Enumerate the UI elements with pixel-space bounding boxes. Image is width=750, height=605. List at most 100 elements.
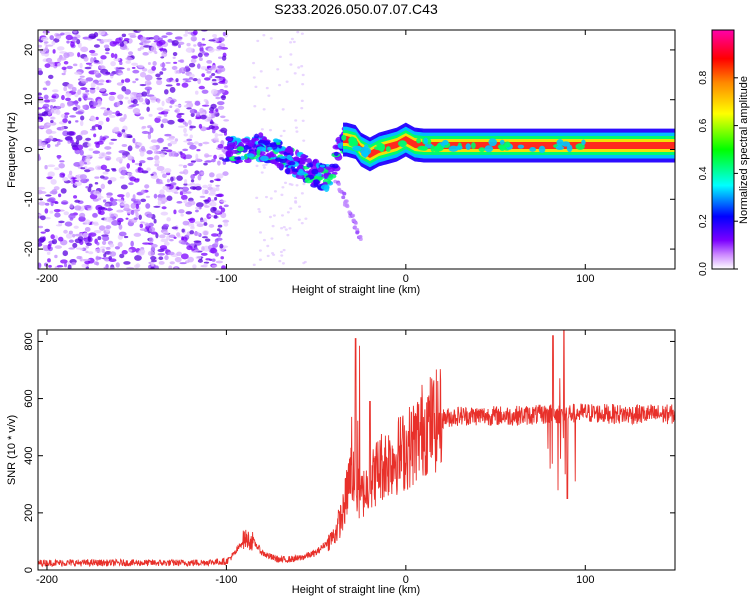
spectrogram-noise-blob [65,92,72,97]
spectrogram-noise-blob [63,211,70,216]
spectrogram-noise-blob [173,209,177,215]
spectrogram-noise-blob [193,249,199,252]
spectrogram-noise-blob [203,263,208,268]
spectrogram-noise-blob [107,207,112,212]
spectrogram-ridge-blob [323,172,329,179]
spectrogram-noise-blob [256,39,260,43]
spectrogram-noise-blob [197,259,203,263]
spectrogram-ridge-blob [293,156,300,162]
spectrogram-noise-blob [90,82,96,88]
spectrogram-noise-blob [123,132,127,139]
spectrogram-noise-blob [131,62,138,66]
spectrogram-noise-blob [223,222,229,227]
spectrogram-noise-blob [58,220,65,224]
spectrogram-noise-blob [162,223,170,228]
spectrogram-noise-blob [173,236,177,240]
colorbar: 0.0 0.2 0.4 0.6 0.8 Normalized spectral ampl… [698,29,750,276]
spectrogram-noise-blob [100,107,106,110]
spectrogram-noise-blob [183,199,188,204]
spectrogram-noise-blob [182,78,190,81]
spectrogram-noise-blob [69,203,74,209]
spectrogram-noise-blob [104,203,110,207]
spectrogram-noise-blob [204,238,211,242]
spectrogram-noise-blob [74,238,83,244]
spectrogram-noise-blob [116,209,122,213]
spectrogram-noise-blob [42,87,48,91]
spectrogram-noise-blob [119,253,125,259]
spectrogram-noise-blob [72,63,78,67]
spectrogram-noise-blob [196,202,204,208]
spectrogram-noise-blob [162,173,167,179]
spectrogram-noise-blob [155,144,161,150]
spectrogram-noise-blob [278,55,282,59]
spectrogram-noise-blob [172,52,178,57]
spectrogram-noise-blob [58,162,65,169]
spectrogram-noise-blob [262,108,266,111]
spectrogram-noise-blob [115,156,124,163]
spectrogram-noise-blob [155,181,164,185]
spectrogram-noise-blob [198,142,203,147]
spectrogram-noise-blob [144,98,149,104]
colorbar-frame [711,29,735,270]
spectrogram-noise-blob [88,33,97,39]
snr-y-label: SNR (10 * v/v) [6,415,18,485]
spectrogram-ridge-blob [240,155,246,161]
spectrogram-noise-blob [44,63,51,68]
spectrogram-ridge-blob [285,167,291,175]
spectrogram-noise-blob [136,95,141,101]
spectrogram-noise-blob [280,214,284,217]
spectrogram-noise-blob [79,174,88,180]
spectrogram-noise-blob [153,205,161,208]
spectrogram-noise-blob [272,214,276,217]
spectrogram-noise-blob [111,168,117,172]
spectrogram-noise-blob [216,89,225,94]
spectrogram-noise-blob [188,62,196,68]
spectrogram-noise-blob [122,155,127,159]
spectrogram-noise-blob [132,194,136,200]
spectrogram-noise-blob [47,171,55,178]
spectrogram-noise-blob [217,105,225,110]
spectrogram-noise-blob [209,75,213,79]
spectrogram-noise-blob [184,100,193,104]
spectrogram-noise-blob [47,244,51,250]
spectrogram-noise-blob [254,85,258,89]
spectrogram-noise-blob [212,207,217,211]
spectrogram-noise-blob [207,47,215,53]
spectrogram-noise-blob [144,74,153,81]
spectrogram-noise-blob [71,261,77,266]
spectrogram-noise-blob [98,79,105,83]
spectrogram-noise-blob [170,151,177,157]
spectrogram-noise-blob [120,166,126,171]
spectrogram-noise-blob [44,217,51,220]
spectrogram-noise-blob [215,108,219,112]
spectrogram-noise-blob [98,30,106,36]
spectrogram-noise-blob [223,204,229,208]
spectrogram-noise-blob [45,57,53,63]
spectrogram-noise-blob [217,143,224,149]
spectrogram-noise-blob [68,213,76,219]
spectrogram-noise-blob [105,151,112,155]
spectrogram-noise-blob [72,242,78,248]
spectrogram-noise-blob [206,65,212,69]
spectrogram-noise-blob [213,154,217,160]
spectrogram-noise-blob [38,225,44,229]
spectrogram-y-tick-label: -10 [23,191,35,207]
spectrogram-noise-blob [213,214,218,219]
spectrogram-noise-blob [189,230,195,235]
spectrogram-noise-blob [212,82,219,86]
spectrogram-noise-blob [41,125,50,129]
spectrogram-noise-blob [164,255,169,261]
spectrogram-noise-blob [161,51,168,58]
spectrogram-noise-blob [64,114,68,119]
spectrogram-noise-blob [159,245,168,250]
spectrogram-noise-blob [130,240,134,247]
spectrogram-noise-blob [165,31,173,36]
spectrogram-noise-blob [183,33,188,37]
spectrogram-signal-blob [555,145,565,151]
spectrogram-noise-blob [130,202,137,209]
spectrogram-noise-blob [222,31,226,37]
spectrogram-ridge-blob [342,191,347,196]
spectrogram-noise-blob [150,243,158,248]
spectrogram-noise-blob [137,166,142,171]
